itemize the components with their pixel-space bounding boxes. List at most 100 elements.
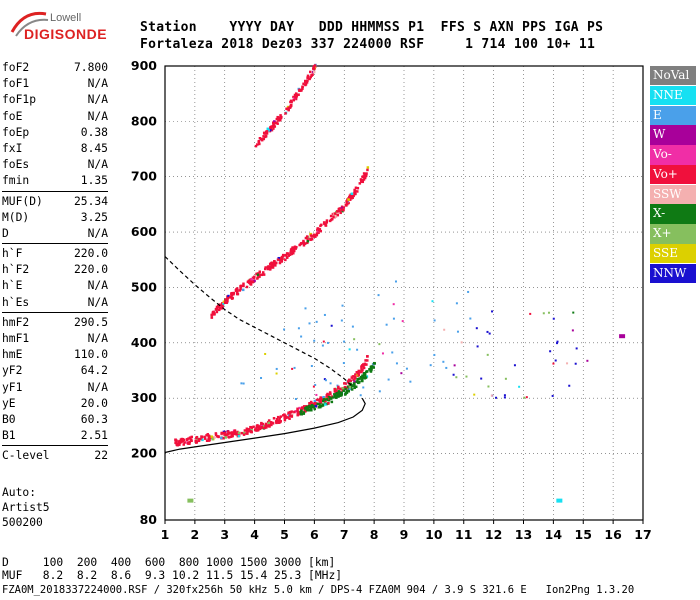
trace-point (223, 433, 226, 436)
trace-point (351, 194, 355, 198)
trace-point (292, 95, 295, 99)
trace-point (284, 258, 287, 262)
echo-point (391, 351, 394, 354)
trace-point (333, 212, 337, 215)
trace-point (296, 411, 300, 414)
auto-version: 500200 (2, 516, 43, 529)
param-value: N/A (87, 295, 108, 309)
trace-point (272, 261, 275, 265)
trace-point (262, 273, 266, 276)
trace-point (274, 264, 277, 267)
trace-point (215, 308, 218, 312)
trace-point (354, 385, 358, 389)
echo-point (342, 362, 345, 365)
trace-point (361, 178, 365, 182)
trace-point (306, 79, 309, 82)
trace-point (312, 66, 316, 69)
x-tick-label: 11 (455, 527, 472, 542)
trace-point (258, 136, 262, 140)
trace-point (268, 425, 271, 428)
param-value: N/A (87, 77, 108, 91)
trace-point (260, 426, 263, 430)
trace-point (188, 442, 191, 445)
trace-point (363, 176, 367, 180)
trace-point (285, 256, 289, 259)
echo-point (348, 348, 351, 351)
trace-point (271, 266, 275, 269)
trace-point (264, 266, 267, 269)
trace-point (269, 126, 272, 130)
trace-point (347, 379, 350, 383)
param-value: 220.0 (73, 263, 108, 277)
echo-point (572, 311, 575, 314)
trace-point (297, 93, 300, 96)
auto-label: Auto: (2, 486, 37, 499)
y-tick-label: 80 (140, 512, 158, 527)
echo-point (362, 386, 365, 389)
echo-point (475, 327, 478, 330)
param-row: B1 2.51 (2, 428, 108, 444)
trace-point (254, 144, 258, 148)
echo-point (442, 360, 445, 363)
trace-point (288, 417, 291, 420)
trace-point (181, 437, 184, 441)
trace-point (197, 438, 201, 441)
echo-point (453, 364, 456, 367)
trace-point (276, 258, 280, 261)
echo-point (409, 380, 412, 383)
trace-point (296, 407, 299, 411)
echo-point (260, 376, 263, 379)
header-values: Fortaleza 2018 Dez03 337 224000 RSF 1 71… (140, 37, 596, 52)
echo-point (552, 362, 555, 365)
trace-point (273, 260, 276, 263)
trace-point (361, 368, 364, 372)
echo-point (523, 396, 526, 399)
trace-point (328, 396, 332, 399)
trace-point (194, 441, 198, 444)
param-name: hmF2 (2, 315, 30, 329)
echo-point (488, 332, 491, 335)
trace-point (362, 372, 366, 376)
trace-point (214, 433, 218, 437)
trace-point (350, 388, 354, 391)
trace-point (322, 395, 325, 399)
echo-point (525, 396, 528, 399)
trace-point (224, 298, 227, 301)
echo-point (547, 311, 550, 314)
x-tick-label: 9 (400, 527, 409, 542)
trace-point (325, 221, 329, 224)
trace-point (308, 408, 311, 412)
trace-point (333, 387, 336, 391)
x-tick-label: 1 (161, 527, 170, 542)
y-tick-label: 500 (131, 279, 157, 294)
trace-point (177, 443, 180, 446)
trace-point (372, 366, 376, 369)
trace-point (330, 400, 334, 404)
trace-point (230, 434, 234, 437)
trace-point (190, 435, 193, 439)
trace-point (295, 94, 298, 98)
trace-point (336, 213, 340, 217)
y-tick-label: 200 (131, 446, 157, 461)
trace-point (305, 408, 309, 412)
echo-point (486, 330, 489, 333)
trace-point (309, 407, 312, 410)
x-tick-label: 13 (515, 527, 532, 542)
legend-item: X- (650, 204, 696, 224)
param-row: fxI 8.45 (2, 141, 108, 157)
trace-point (270, 128, 274, 132)
trace-point (264, 422, 268, 426)
trace-point (302, 411, 306, 414)
echo-point (542, 312, 545, 315)
param-name: foE (2, 109, 23, 123)
trace-point (236, 433, 239, 436)
trace-point (243, 429, 247, 432)
trace-point (325, 402, 328, 406)
trace-point (272, 125, 276, 128)
trace-point (255, 429, 259, 432)
echo-point (400, 372, 403, 375)
param-row: yF1 N/A (2, 380, 108, 396)
trace-point (314, 233, 317, 237)
trace-point (232, 432, 236, 436)
